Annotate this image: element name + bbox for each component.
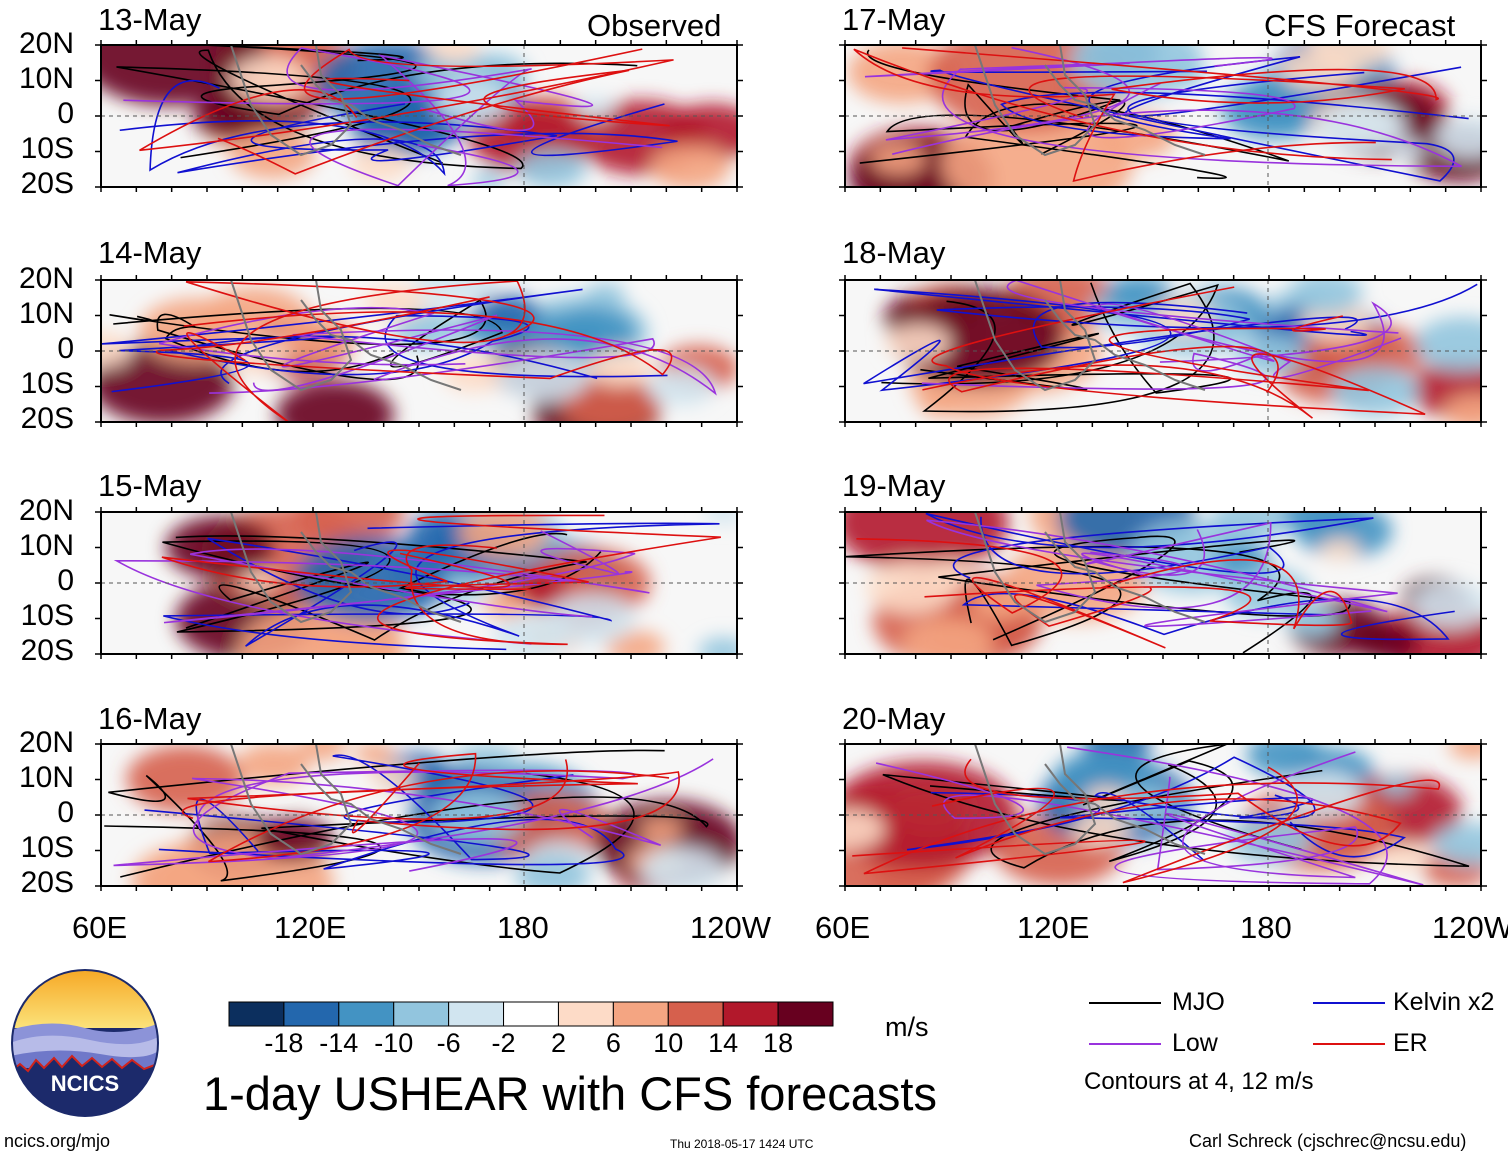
panel-13-may <box>95 40 743 192</box>
lat-label-10n-panel-1: 10N <box>18 62 74 95</box>
lat-label-20n-panel-2: 20N <box>18 262 74 295</box>
panel-date-19-may: 19-May <box>842 468 946 503</box>
colorbar-tick-9: 14 <box>708 1028 739 1058</box>
lat-label-20s-panel-2: 20S <box>20 402 74 435</box>
lat-label-10n-panel-2: 10N <box>18 297 74 330</box>
panel-date-15-may: 15-May <box>98 468 202 503</box>
panel-date-13-may: 13-May <box>98 2 202 37</box>
colorbar-tick-6: 2 <box>550 1028 566 1058</box>
contours-note: Contours at 4, 12 m/s <box>1084 1068 1314 1095</box>
lat-label-20n-panel-1: 20N <box>18 27 74 60</box>
legend-low-label: Low <box>1172 1029 1218 1057</box>
panel-18-may <box>839 275 1487 427</box>
colorbar-segment-7 <box>557 1001 614 1027</box>
lat-label-10n-panel-3: 10N <box>18 529 74 562</box>
panel-date-18-may: 18-May <box>842 235 946 270</box>
colorbar-segment-5 <box>448 1001 505 1027</box>
colorbar-segment-9 <box>667 1001 724 1027</box>
panel-date-17-may: 17-May <box>842 2 946 37</box>
footer-credit: Carl Schreck (cjschrec@ncsu.edu) <box>1189 1131 1467 1151</box>
observed-label: Observed <box>587 8 722 43</box>
ncics-logo: NCICS <box>11 969 159 1117</box>
lat-label-20n-panel-3: 20N <box>18 494 74 527</box>
legend-er-label: ER <box>1393 1029 1428 1057</box>
colorbar-tick-7: 6 <box>605 1028 621 1058</box>
colorbar-tick-8: 10 <box>653 1028 684 1058</box>
colorbar-segment-3 <box>338 1001 395 1027</box>
legend-kelvin-line <box>1313 1002 1385 1004</box>
colorbar <box>228 1001 834 1027</box>
panel-19-may <box>839 507 1487 659</box>
footer-url[interactable]: ncics.org/mjo <box>4 1131 111 1151</box>
lon-label-180-right: 180 <box>1240 910 1292 945</box>
forecast-label: CFS Forecast <box>1264 8 1456 43</box>
lat-label-20s-panel-4: 20S <box>20 866 74 899</box>
panel-date-14-may: 14-May <box>98 235 202 270</box>
lat-label-0-panel-2: 0 <box>57 332 74 365</box>
lat-label-0-panel-4: 0 <box>57 796 74 829</box>
colorbar-segment-2 <box>283 1001 340 1027</box>
lat-label-10s-panel-1: 10S <box>20 132 74 165</box>
panel-15-may <box>95 507 743 659</box>
colorbar-tick-5: -2 <box>491 1028 516 1058</box>
panel-14-may <box>95 275 743 427</box>
panel-date-16-may: 16-May <box>98 701 202 736</box>
colorbar-tick-10: 18 <box>763 1028 794 1058</box>
footer-timestamp: Thu 2018-05-17 1424 UTC <box>670 1137 814 1151</box>
legend-er-line <box>1313 1043 1385 1045</box>
colorbar-segment-6 <box>503 1001 559 1027</box>
lat-label-20n-panel-4: 20N <box>18 726 74 759</box>
lon-label-120e-right: 120E <box>1017 910 1090 945</box>
colorbar-units: m/s <box>885 1012 929 1042</box>
lon-label-60e-right: 60E <box>815 910 871 945</box>
lat-label-10s-panel-2: 10S <box>20 367 74 400</box>
lat-label-20s-panel-3: 20S <box>20 634 74 667</box>
main-title: 1-day USHEAR with CFS forecasts <box>203 1067 937 1120</box>
colorbar-tick-1: -18 <box>264 1028 304 1058</box>
lat-label-0-panel-3: 0 <box>57 564 74 597</box>
lon-label-120w-right: 120W <box>1432 910 1508 945</box>
legend-kelvin-label: Kelvin x2 <box>1393 988 1495 1016</box>
colorbar-tick-4: -6 <box>436 1028 461 1058</box>
panel-date-20-may: 20-May <box>842 701 946 736</box>
panel-20-may <box>839 739 1487 891</box>
lat-label-10n-panel-4: 10N <box>18 761 74 794</box>
colorbar-segment-1 <box>228 1001 285 1027</box>
lat-label-10s-panel-3: 10S <box>20 599 74 632</box>
lon-label-180-left: 180 <box>497 910 549 945</box>
colorbar-segment-10 <box>722 1001 779 1027</box>
lat-label-10s-panel-4: 10S <box>20 831 74 864</box>
lon-label-120w-left: 120W <box>690 910 771 945</box>
logo-text: NCICS <box>51 1071 119 1096</box>
colorbar-segment-4 <box>393 1001 450 1027</box>
lon-label-60e-left: 60E <box>72 910 128 945</box>
colorbar-segment-11 <box>777 1001 834 1027</box>
colorbar-tick-2: -14 <box>319 1028 359 1058</box>
lat-label-0-panel-1: 0 <box>57 97 74 130</box>
lon-label-120e-left: 120E <box>274 910 347 945</box>
panel-17-may <box>839 40 1487 192</box>
legend-mjo-line <box>1089 1002 1161 1004</box>
lat-label-20s-panel-1: 20S <box>20 167 74 200</box>
legend-mjo-label: MJO <box>1172 988 1225 1016</box>
colorbar-tick-3: -10 <box>374 1028 414 1058</box>
panel-16-may <box>95 739 743 891</box>
colorbar-segment-8 <box>612 1001 669 1027</box>
legend-low-line <box>1089 1043 1161 1045</box>
